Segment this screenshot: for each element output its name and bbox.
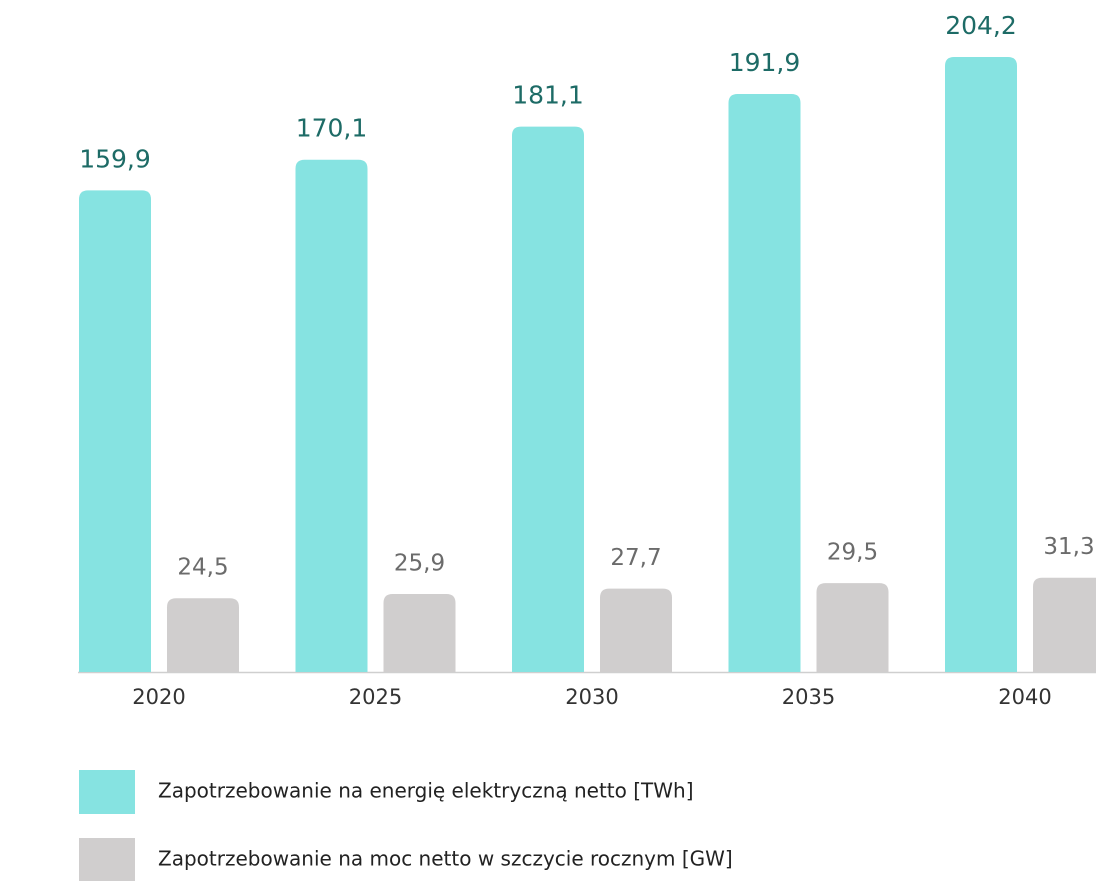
bar [816,583,889,672]
value-label: 24,5 [177,555,228,581]
bar [295,159,368,672]
bar [600,588,672,672]
x-tick-label: 2040 [998,685,1051,709]
legend-swatch [79,770,135,814]
bar [1033,577,1096,672]
value-label: 204,2 [945,11,1017,40]
bar [512,126,584,673]
value-label: 170,1 [296,114,368,143]
legend-label: Zapotrzebowanie na moc netto w szczycie … [158,847,733,871]
value-label: 181,1 [512,81,584,110]
bar [945,57,1017,672]
value-label: 31,3 [1043,534,1094,560]
bar [167,598,239,672]
value-label: 29,5 [827,540,878,566]
bar [79,190,151,673]
legend-swatch [79,838,135,881]
bar [728,94,801,673]
x-tick-label: 2035 [782,685,835,709]
x-tick-label: 2030 [565,685,618,709]
legend-label: Zapotrzebowanie na energię elektryczną n… [158,779,694,803]
value-label: 159,9 [79,144,151,173]
value-label: 27,7 [610,545,661,571]
x-tick-label: 2020 [132,685,185,709]
bar [383,593,456,672]
x-tick-label: 2025 [349,685,402,709]
value-label: 25,9 [394,550,445,576]
value-label: 191,9 [729,48,801,77]
